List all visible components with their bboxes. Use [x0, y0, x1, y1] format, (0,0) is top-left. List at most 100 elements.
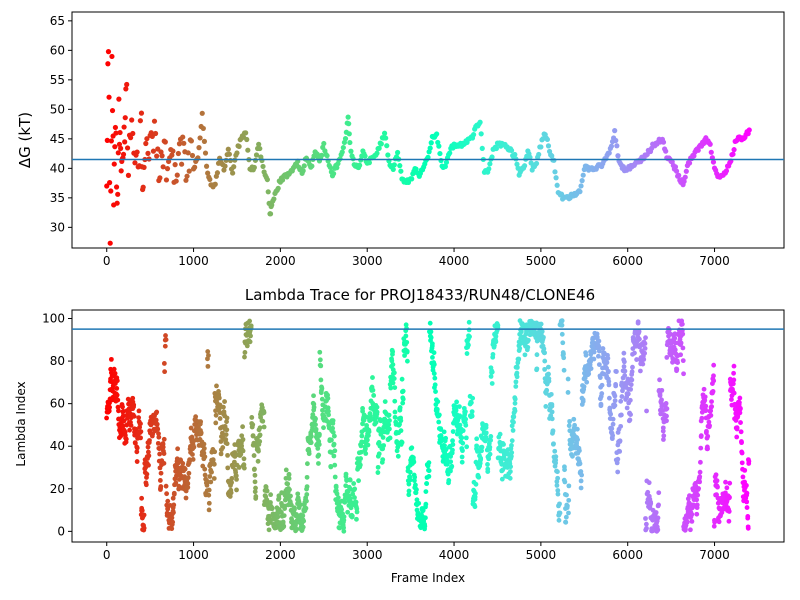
lambda-point [332, 462, 338, 468]
lambda-point [450, 429, 456, 434]
lambda-point [740, 474, 746, 480]
lambda-point [229, 476, 235, 481]
lambda-point [311, 404, 317, 410]
lambda-point [127, 427, 133, 433]
dg-point [730, 151, 736, 157]
lambda-point [630, 364, 635, 370]
lambda-point [206, 507, 212, 513]
lambda-point [723, 479, 728, 485]
dg-point [577, 189, 583, 195]
lambda-point [407, 469, 413, 475]
lambda-point [612, 403, 618, 408]
lambda-point [388, 385, 394, 391]
lambda-point [185, 481, 191, 486]
lambda-point [680, 345, 686, 351]
lambda-point [349, 513, 355, 519]
lambda-point [555, 491, 561, 497]
dg-point [579, 178, 585, 184]
lambda-point [368, 417, 373, 423]
dg-point [170, 148, 176, 154]
lambda-point [473, 491, 478, 496]
lambda-point [584, 379, 590, 385]
lambda-point [163, 337, 169, 343]
lambda-point [406, 492, 412, 498]
lambda-point [712, 519, 718, 525]
lambda-point [708, 408, 714, 414]
lambda-point [410, 455, 416, 461]
lambda-point [474, 436, 480, 442]
dg-point [391, 162, 397, 168]
lambda-point [107, 404, 112, 410]
lambda-point [169, 515, 175, 521]
lambda-point [663, 401, 669, 406]
lambda-point [562, 467, 567, 473]
lambda-point [566, 483, 572, 489]
dg-point [552, 169, 558, 175]
lambda-point [574, 426, 580, 432]
lambda-point [514, 365, 520, 370]
lambda-point [138, 435, 143, 441]
lambda-point [188, 425, 194, 431]
lambda-point [155, 440, 161, 446]
dg-point [199, 110, 205, 116]
dg-point [348, 148, 354, 154]
lambda-point [551, 441, 556, 447]
lambda-point [737, 410, 743, 416]
dg-point [107, 180, 113, 186]
dg-point [479, 145, 485, 152]
dg-point [226, 151, 232, 157]
lambda-point [252, 479, 258, 485]
y-tick-label: 50 [50, 102, 65, 116]
dg-point [342, 136, 349, 142]
lambda-point [132, 440, 138, 446]
lambda-point [732, 403, 738, 409]
dg-point [189, 152, 196, 159]
lambda-point [595, 353, 601, 359]
dg-y-axis-label: ΔG (kT) [16, 112, 34, 168]
lambda-point [319, 396, 325, 402]
lambda-point [678, 352, 684, 358]
lambda-point [653, 510, 659, 515]
lambda-point [499, 476, 505, 482]
dg-point [442, 163, 448, 170]
lambda-point [606, 369, 611, 374]
lambda-point [545, 364, 551, 370]
lambda-point [249, 415, 255, 420]
dg-point [447, 150, 453, 156]
lambda-point [485, 466, 491, 472]
lambda-point [681, 371, 686, 377]
lambda-point [591, 356, 597, 362]
lambda-point [618, 412, 624, 418]
dg-point [374, 150, 380, 156]
lambda-point [488, 434, 494, 439]
lambda-point [510, 428, 516, 433]
lambda-point [354, 516, 359, 522]
lambda-point [591, 349, 597, 355]
x-tick-label: 7000 [699, 254, 730, 268]
dg-point [260, 163, 266, 170]
lambda-point [234, 487, 239, 493]
lambda-point [171, 491, 177, 497]
lambda-point [220, 445, 226, 450]
dg-point [243, 130, 249, 136]
dg-point [660, 139, 667, 145]
lambda-point [370, 375, 375, 380]
lambda-point [661, 433, 667, 439]
lambda-point [399, 376, 405, 382]
lambda-point [156, 434, 162, 440]
lambda-point [193, 414, 199, 420]
lambda-point [719, 510, 725, 516]
lambda-point [325, 395, 331, 401]
dg-point [202, 150, 209, 156]
dg-point [106, 94, 112, 100]
dg-point [154, 153, 160, 159]
lambda-point [392, 414, 398, 420]
lambda-point [489, 381, 495, 386]
lambda-point [512, 400, 518, 406]
lambda-point [597, 375, 603, 380]
lambda-point [161, 451, 167, 457]
lambda-point [457, 422, 463, 428]
dg-point [549, 153, 555, 159]
lambda-point [643, 335, 648, 341]
lambda-point [599, 382, 605, 388]
